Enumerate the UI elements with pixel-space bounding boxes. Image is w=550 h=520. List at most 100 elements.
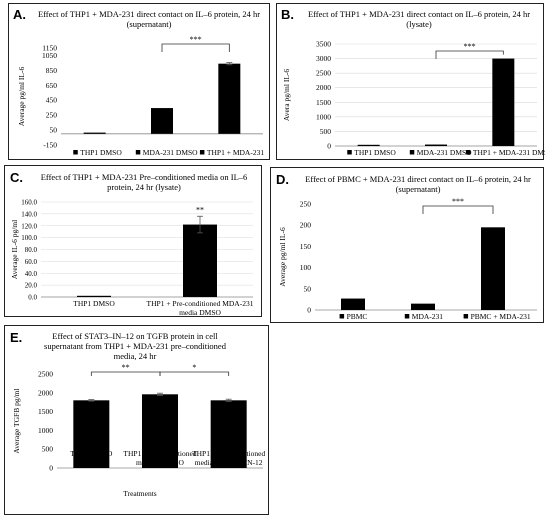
- y-tick-label: 850: [46, 66, 58, 75]
- x-tick-label: THP1 DMSO: [73, 299, 115, 308]
- chart-e: 0 500 1000 1500 2000 2500 Average TGFB pg/ml **…: [12, 363, 266, 498]
- bar: [142, 394, 178, 468]
- y-tick-label: 1500: [38, 407, 53, 416]
- bar: [77, 295, 111, 297]
- bar: [357, 144, 380, 146]
- y-axis-label: Average pg/ml IL-6: [278, 227, 287, 287]
- y-tick-label: 0: [49, 464, 53, 473]
- y-tick-label: 1000: [38, 426, 53, 435]
- x-tick-label: THP1 + Pre-conditioned MDA-231 media DMSO: [147, 299, 254, 317]
- legend-swatch: [347, 150, 352, 155]
- y-tick-label: 2500: [316, 69, 331, 78]
- y-tick-label: 0: [327, 142, 331, 151]
- panel-b: B. Effect of THP1 + MDA-231 direct conta…: [276, 3, 545, 160]
- y-tick-label: 50: [50, 126, 58, 135]
- bar: [411, 303, 435, 310]
- legend-swatch: [463, 314, 469, 319]
- panel-label-c: C.: [10, 170, 23, 185]
- y-axis-label: Average pg/ml IL-6: [17, 67, 26, 127]
- y-tick-label: 1050: [42, 51, 57, 60]
- chart-c: 0.0 20.0 40.0 60.0 80.0 100.0 120.0 140.0 160.0 A…: [10, 199, 254, 318]
- x-tick-label: THP1 DMSO: [80, 148, 122, 157]
- legend-swatch: [404, 314, 410, 319]
- x-tick-label: THP1 + Pre conditioned media + STAT3-IN-1…: [192, 449, 265, 467]
- y-tick-label: 60.0: [25, 258, 38, 266]
- panel-label-b: B.: [281, 7, 294, 22]
- y-axis-label: Average TGFB pg/ml: [12, 388, 21, 453]
- chart-title-e: Effect of STAT3–IN–12 on TGFB protein in…: [44, 331, 226, 361]
- y-tick-label: 100: [300, 263, 312, 272]
- panel-e: E. Effect of STAT3–IN–12 on TGFB protein…: [4, 325, 269, 515]
- chart-title-c: Effect of THP1 + MDA-231 Pre–conditioned…: [40, 172, 248, 192]
- bar: [481, 227, 505, 310]
- significance-bracket: [435, 50, 504, 59]
- panel-label-d: D.: [276, 172, 289, 187]
- legend-swatch: [339, 314, 345, 319]
- significance-label: **: [122, 363, 130, 372]
- x-tick-label: THP1-DMSO: [70, 449, 113, 458]
- bar: [183, 224, 217, 297]
- legend-swatch: [135, 150, 141, 155]
- panel-c: C. Effect of THP1 + MDA-231 Pre–conditio…: [4, 165, 262, 317]
- y-tick-label: 2000: [38, 388, 53, 397]
- significance-bracket: [422, 205, 494, 214]
- x-tick-label: THP1 + MDA-231: [207, 148, 264, 157]
- bar: [73, 400, 110, 468]
- x-axis-label: Treatments: [123, 489, 157, 498]
- y-tick-label: 650: [46, 81, 58, 90]
- bar: [492, 58, 515, 147]
- x-tick-label: MDA-231 DMSO: [143, 148, 198, 157]
- y-tick-label: 250: [300, 200, 312, 209]
- y-tick-label: 140.0: [21, 210, 37, 218]
- significance-bracket: [159, 371, 230, 376]
- x-tick-label: THP1 + MDA-231 DMSO: [473, 148, 545, 157]
- y-tick-label: 200: [300, 221, 312, 230]
- bar: [218, 63, 241, 134]
- y-tick-label: 2500: [38, 370, 53, 379]
- panel-label-a: A.: [13, 7, 26, 22]
- x-tick-label: MDA-231 DMSO: [417, 148, 472, 157]
- y-tick-label: 1500: [316, 98, 331, 107]
- bar: [341, 298, 365, 310]
- bar: [210, 400, 247, 468]
- y-tick-label: 250: [46, 111, 58, 120]
- legend-swatch: [409, 150, 415, 155]
- x-tick-label: MDA-231: [412, 312, 443, 321]
- panel-d: D. Effect of PBMC + MDA-231 direct conta…: [270, 167, 544, 323]
- y-tick-label: 100.0: [21, 234, 37, 242]
- y-tick-label: 500: [320, 127, 332, 136]
- y-tick-label: 0.0: [28, 294, 37, 302]
- y-tick-label: 120.0: [21, 222, 37, 230]
- significance-label: ***: [190, 35, 202, 44]
- bar: [425, 144, 447, 146]
- y-axis-label: Avera pg/ml IL-6: [282, 69, 291, 122]
- y-tick-label: 1000: [316, 112, 331, 121]
- significance-bracket: [161, 43, 230, 52]
- chart-title-d: Effect of PBMC + MDA-231 direct contact …: [305, 174, 531, 194]
- y-tick-label: -150: [43, 141, 57, 150]
- y-tick-label: 40.0: [25, 270, 38, 278]
- y-tick-label: 500: [42, 445, 54, 454]
- bar: [83, 132, 106, 134]
- panel-a: A. Effect of THP1 + MDA-231 direct conta…: [8, 3, 270, 160]
- chart-d: 0 50 100 150 200 250 Average pg/ml IL-6 *** PBMC…: [278, 197, 537, 321]
- y-tick-label: 3000: [316, 54, 331, 63]
- y-tick-label: 0: [307, 306, 311, 315]
- x-tick-label: THP1 DMSO: [354, 148, 396, 157]
- y-tick-label: 450: [46, 96, 58, 105]
- x-tick-label: PBMC + MDA-231: [471, 312, 531, 321]
- legend-swatch: [199, 150, 205, 155]
- y-tick-label: 3500: [316, 40, 331, 49]
- x-tick-label: THP1 + Pre conditioned media + DMSO: [123, 449, 196, 467]
- y-tick-label: 1150: [42, 44, 57, 53]
- chart-title-b: Effect of THP1 + MDA-231 direct contact …: [307, 9, 531, 29]
- panel-label-e: E.: [10, 330, 23, 345]
- chart-b: 0 500 1000 1500 2000 2500 3000 3500 Avera pg/ml …: [282, 40, 545, 158]
- significance-label: ***: [464, 42, 476, 51]
- legend-swatch: [465, 150, 471, 155]
- legend-swatch: [73, 150, 78, 155]
- y-tick-label: 2000: [316, 83, 331, 92]
- y-tick-label: 50: [304, 284, 312, 293]
- significance-label: **: [196, 205, 204, 214]
